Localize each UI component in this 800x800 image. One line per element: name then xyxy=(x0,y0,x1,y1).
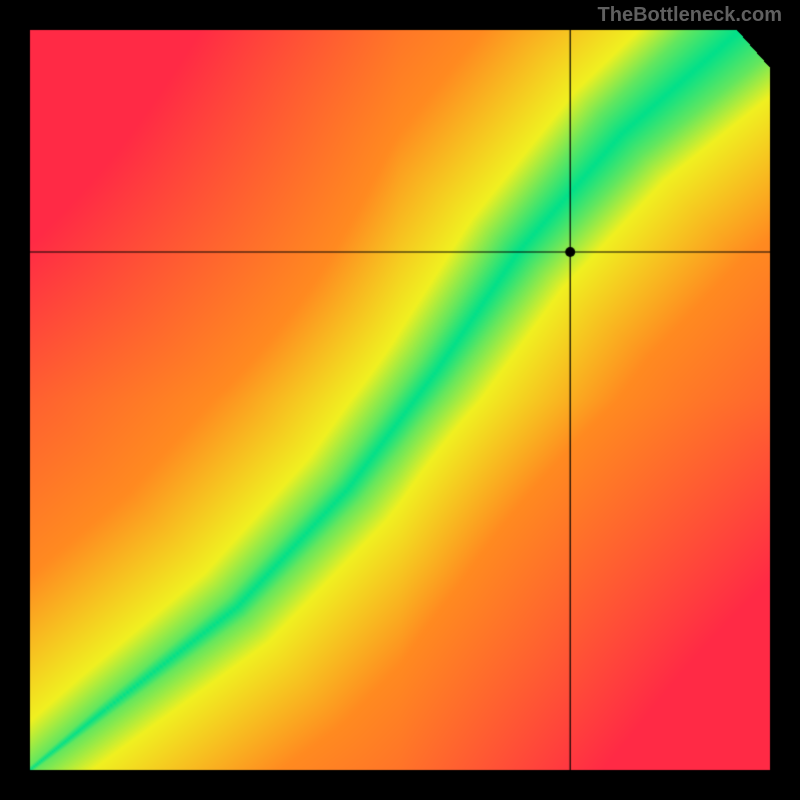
watermark-text: TheBottleneck.com xyxy=(598,4,782,27)
heatmap-canvas xyxy=(0,0,800,800)
chart-container: TheBottleneck.com xyxy=(0,0,800,800)
